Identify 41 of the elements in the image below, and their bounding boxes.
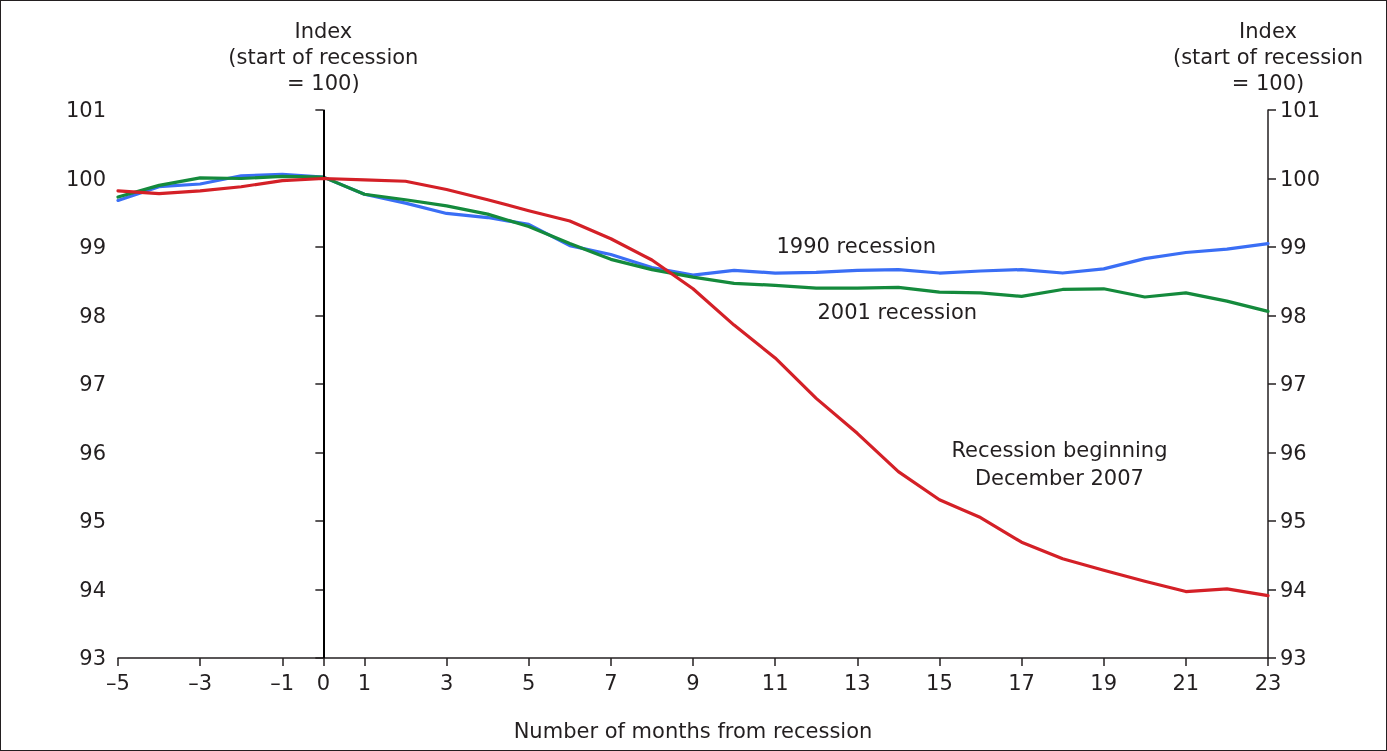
y-tick-label: 95: [79, 509, 106, 533]
y2-tick-label: 97: [1280, 372, 1307, 396]
x-tick-label: 7: [604, 670, 618, 695]
x-tick-label: 5: [522, 670, 536, 695]
x-tick-label: 21: [1172, 670, 1200, 695]
x-tick-label: 9: [686, 670, 700, 695]
line-series: [116, 176, 1270, 598]
y-tick-label: 96: [79, 440, 106, 465]
y-tick-label: 93: [79, 646, 106, 670]
x-tick-label: 19: [1090, 670, 1118, 695]
y2-tick-label: 96: [1280, 440, 1307, 465]
y-tick-label: 99: [79, 235, 106, 259]
y-tick-label: 100: [65, 166, 106, 191]
series-label: Recession beginning December 2007: [951, 437, 1168, 490]
x-tick-label: 13: [843, 670, 871, 695]
y-tick-label: 94: [79, 577, 106, 602]
y2-tick-label: 100: [1280, 166, 1321, 191]
y-tick-label: 97: [79, 372, 106, 396]
y2-tick-label: 99: [1280, 235, 1307, 259]
x-tick-label: –5: [106, 670, 130, 695]
x-axis-title: Number of months from recession: [513, 718, 873, 743]
x-tick-label: 23: [1254, 670, 1282, 695]
x-tick-label: 0: [316, 670, 331, 695]
y2-tick-label: 93: [1280, 646, 1307, 670]
y2-axis-title: Index (start of recession = 100): [1172, 19, 1364, 95]
x-tick-label: 3: [439, 670, 454, 695]
x-tick-label: 11: [761, 670, 789, 695]
y2-tick-label: 98: [1280, 303, 1307, 328]
x-tick-label: 1: [357, 670, 372, 695]
x-tick-label: –3: [188, 670, 213, 695]
y-axis-title: Index (start of recession = 100): [228, 19, 419, 95]
x-tick-label: –1: [270, 670, 295, 695]
y-tick-label: 98: [79, 303, 106, 328]
series-label: 2001 recession: [817, 300, 978, 325]
x-tick-label: 15: [926, 670, 953, 695]
y-tick-label: 101: [65, 98, 106, 122]
y2-tick-label: 101: [1280, 98, 1321, 122]
y2-tick-label: 95: [1280, 509, 1307, 533]
x-tick-label: 17: [1008, 670, 1035, 695]
series-label: 1990 recession: [776, 234, 936, 259]
y2-tick-label: 94: [1280, 577, 1307, 602]
